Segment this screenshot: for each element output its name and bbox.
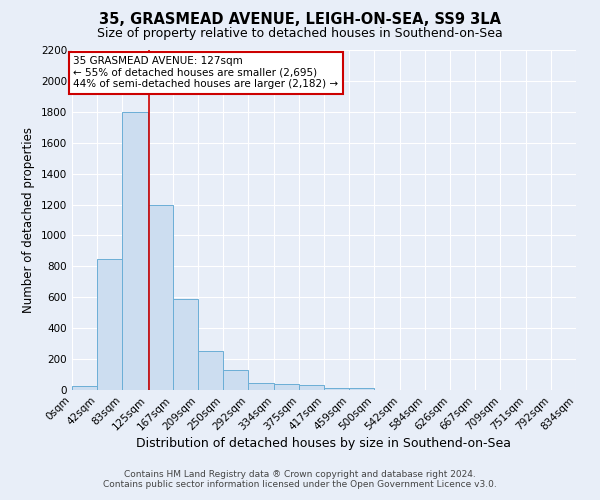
Text: 35, GRASMEAD AVENUE, LEIGH-ON-SEA, SS9 3LA: 35, GRASMEAD AVENUE, LEIGH-ON-SEA, SS9 3… [99,12,501,28]
Bar [199,350,223,390]
Bar [349,388,374,390]
Text: 35 GRASMEAD AVENUE: 127sqm
← 55% of detached houses are smaller (2,695)
44% of s: 35 GRASMEAD AVENUE: 127sqm ← 55% of deta… [73,56,338,90]
Bar [223,370,248,390]
Bar [274,384,299,390]
X-axis label: Distribution of detached houses by size in Southend-on-Sea: Distribution of detached houses by size … [137,438,511,450]
Bar [148,204,173,390]
Bar [299,386,324,390]
Bar [72,386,97,390]
Bar [122,112,148,390]
Bar [97,258,122,390]
Text: Size of property relative to detached houses in Southend-on-Sea: Size of property relative to detached ho… [97,28,503,40]
Bar [248,383,274,390]
Y-axis label: Number of detached properties: Number of detached properties [22,127,35,313]
Bar [173,299,199,390]
Bar [324,388,349,390]
Text: Contains HM Land Registry data ® Crown copyright and database right 2024.
Contai: Contains HM Land Registry data ® Crown c… [103,470,497,489]
